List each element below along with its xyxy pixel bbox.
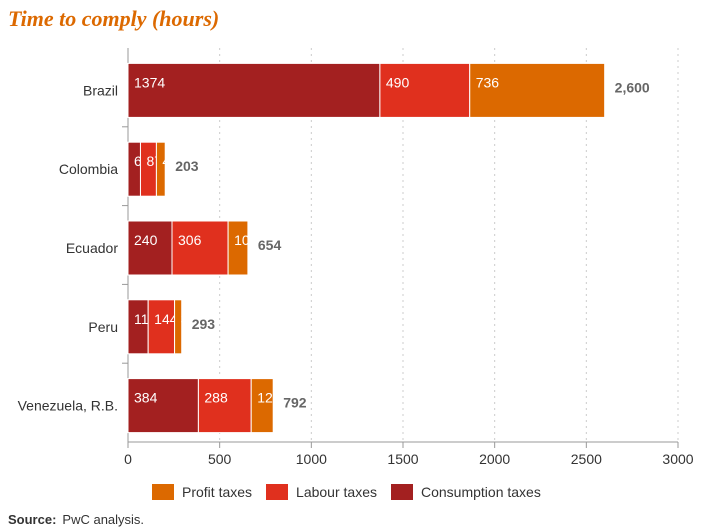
data-label: 384 — [134, 390, 158, 406]
source-label: Source: — [8, 512, 57, 527]
data-label: 110 — [134, 311, 157, 327]
source-text: PwC analysis. — [62, 512, 145, 527]
x-tick-label: 2500 — [571, 451, 602, 467]
source-note: Source: PwC analysis. — [8, 512, 144, 527]
category-label: Colombia — [59, 161, 118, 177]
data-label: 144 — [154, 311, 178, 327]
legend: Profit taxes Labour taxes Consumption taxe… — [152, 484, 541, 500]
data-label: 39 — [181, 311, 197, 327]
category-label: Venezuela, R.B. — [18, 398, 118, 414]
bar-segment — [469, 62, 606, 118]
legend-item[interactable]: Labour taxes — [266, 484, 377, 500]
legend-label: Consumption taxes — [420, 484, 541, 500]
x-tick-label: 500 — [208, 451, 232, 467]
bar-segment — [197, 378, 252, 434]
data-label: 48 — [162, 153, 178, 169]
bar-segment — [171, 220, 229, 276]
data-label: 87 — [146, 153, 162, 169]
x-tick-label: 3000 — [662, 451, 693, 467]
chart-title: Time to comply (hours) — [8, 6, 220, 31]
bar-segment — [127, 62, 381, 118]
bar-segment — [147, 299, 176, 355]
data-label: 68 — [134, 153, 150, 169]
legend-label: Profit taxes — [182, 484, 253, 500]
data-label: 120 — [257, 390, 281, 406]
total-label: 203 — [175, 158, 199, 174]
data-label: 736 — [476, 74, 500, 90]
data-label: 288 — [204, 390, 228, 406]
bar-segment — [127, 220, 173, 276]
x-tick-label: 0 — [124, 451, 132, 467]
x-tick-label: 1000 — [296, 451, 327, 467]
legend-swatch — [266, 484, 289, 500]
data-label: 490 — [386, 74, 410, 90]
x-tick-label: 1500 — [387, 451, 418, 467]
legend-item[interactable]: Consumption taxes — [390, 484, 541, 500]
data-label: 1374 — [134, 74, 165, 90]
data-label: 306 — [178, 232, 202, 248]
bar-segment — [227, 220, 249, 276]
total-label: 293 — [192, 316, 216, 332]
category-label: Brazil — [83, 82, 118, 98]
category-label: Peru — [88, 319, 118, 335]
data-label: 108 — [234, 232, 258, 248]
total-label: 792 — [283, 395, 307, 411]
total-label: 654 — [258, 237, 282, 253]
bar-segment — [174, 299, 183, 355]
legend-swatch — [152, 484, 174, 500]
legend-swatch — [390, 484, 413, 500]
bar-chart: 0 500 1000 1500 2000 2500 3000 Brazil 1374 490 736… — [18, 48, 694, 467]
bar-segment — [155, 141, 166, 197]
bar-segment — [250, 378, 274, 434]
bar-segment — [379, 62, 471, 118]
total-label: 2,600 — [615, 79, 650, 95]
category-label: Ecuador — [66, 240, 118, 256]
legend-item[interactable]: Profit taxes — [152, 484, 252, 500]
x-tick-label: 2000 — [479, 451, 510, 467]
legend-label: Labour taxes — [296, 484, 377, 500]
data-label: 240 — [134, 232, 158, 248]
